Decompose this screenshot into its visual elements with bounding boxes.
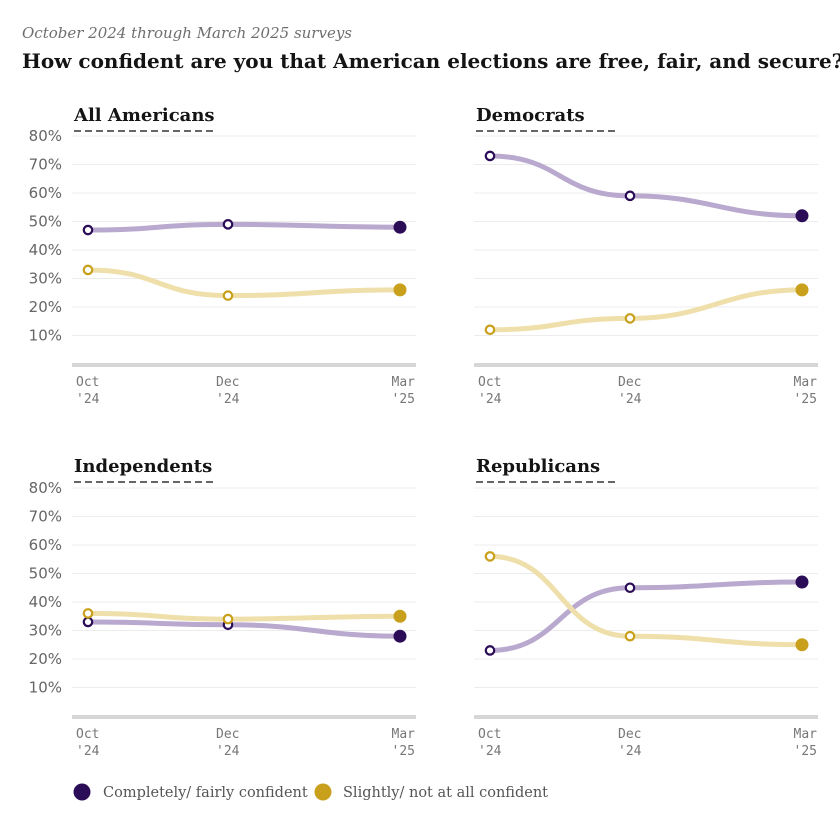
data-point-not-confident	[624, 630, 636, 642]
data-point-not-confident	[393, 283, 407, 297]
chart-panel: 80% 70% 60% 50% 40% 30% 20% 10% Oct '24 Dec '24 Mar '…	[29, 105, 416, 407]
y-tick-label: 10%	[29, 679, 62, 697]
data-point-confident	[82, 224, 94, 236]
y-tick-label: 70%	[29, 156, 62, 174]
chart-title: How confident are you that American elec…	[22, 49, 840, 73]
chart-panels: 80% 70% 60% 50% 40% 30% 20% 10% Oct '24 Dec '24 Mar '…	[29, 105, 818, 759]
y-tick-label: 70%	[29, 508, 62, 526]
x-tick-label: Mar	[794, 727, 818, 742]
series-line-not-confident	[85, 267, 403, 299]
x-tick-label: '24	[76, 392, 100, 407]
x-tick-label: '24	[618, 392, 642, 407]
x-tick-label: '24	[478, 392, 502, 407]
chart-panel: 80% 70% 60% 50% 40% 30% 20% 10% Oct '24 Dec '24 Mar '…	[29, 456, 416, 759]
y-tick-label: 80%	[29, 479, 62, 497]
x-tick-label: Mar	[392, 727, 416, 742]
x-tick-label: Dec	[216, 375, 239, 390]
y-tick-label: 20%	[29, 298, 62, 316]
x-tick-label: '25	[392, 744, 415, 759]
data-point-not-confident	[222, 613, 234, 625]
panel-title: Republicans	[476, 456, 600, 477]
y-tick-label: 20%	[29, 650, 62, 668]
y-tick-label: 40%	[29, 241, 62, 259]
data-point-not-confident	[624, 313, 636, 324]
x-tick-label: Oct	[478, 375, 501, 390]
x-tick-label: '24	[478, 744, 502, 759]
panel-title: Independents	[74, 456, 212, 477]
x-tick-label: '24	[216, 392, 240, 407]
x-tick-label: Mar	[392, 375, 416, 390]
data-point-not-confident	[795, 638, 809, 652]
data-point-confident	[484, 645, 496, 656]
legend-label: Completely/ fairly confident	[103, 785, 308, 801]
x-tick-label: '25	[794, 744, 817, 759]
x-tick-label: Dec	[618, 727, 641, 742]
x-tick-label: '25	[794, 392, 817, 407]
x-tick-label: '24	[618, 744, 642, 759]
data-point-not-confident	[795, 283, 809, 297]
legend-item: Slightly/ not at all confident	[314, 783, 548, 801]
data-point-confident	[484, 150, 496, 162]
data-point-not-confident	[484, 324, 496, 336]
chart-subtitle: October 2024 through March 2025 surveys	[22, 24, 352, 42]
panel-title: All Americans	[73, 105, 215, 126]
data-point-not-confident	[222, 290, 234, 301]
x-tick-label: Dec	[618, 375, 641, 390]
legend: Completely/ fairly confident Slightly/ no…	[73, 783, 548, 801]
series-line-confident	[487, 579, 805, 653]
x-tick-label: Dec	[216, 727, 239, 742]
series-line-confident	[85, 221, 403, 233]
y-tick-label: 60%	[29, 184, 62, 202]
x-tick-label: Oct	[76, 727, 99, 742]
data-point-confident	[624, 190, 636, 202]
data-point-confident	[795, 209, 809, 223]
data-point-confident	[82, 616, 94, 628]
y-tick-label: 30%	[29, 622, 62, 640]
y-tick-label: 80%	[29, 127, 62, 145]
x-tick-label: Mar	[794, 375, 818, 390]
y-tick-label: 40%	[29, 593, 62, 611]
x-tick-label: '24	[216, 744, 240, 759]
x-tick-label: '25	[392, 392, 415, 407]
data-point-not-confident	[82, 608, 94, 619]
series-line-confident	[85, 619, 403, 639]
panel-title: Democrats	[476, 105, 585, 126]
series-line-not-confident	[487, 287, 805, 333]
y-tick-label: 50%	[29, 213, 62, 231]
data-point-not-confident	[484, 551, 496, 562]
data-point-not-confident	[82, 264, 94, 276]
legend-swatch	[314, 783, 332, 801]
legend-item: Completely/ fairly confident	[73, 783, 308, 801]
data-point-confident	[222, 219, 234, 230]
series-line-not-confident	[85, 610, 403, 622]
data-point-confident	[795, 575, 809, 589]
data-point-not-confident	[393, 609, 407, 623]
data-point-confident	[624, 582, 636, 594]
legend-label: Slightly/ not at all confident	[343, 785, 548, 801]
x-tick-label: Oct	[478, 727, 501, 742]
data-point-confident	[393, 220, 407, 234]
series-line-not-confident	[487, 553, 805, 648]
y-tick-label: 30%	[29, 270, 62, 288]
y-tick-label: 50%	[29, 565, 62, 583]
chart-panel: Oct '24 Dec '24 Mar '25 Democrats	[474, 105, 818, 407]
data-point-confident	[393, 629, 407, 643]
chart-panel: Oct '24 Dec '24 Mar '25 Republicans	[474, 456, 818, 759]
y-tick-label: 10%	[29, 327, 62, 345]
legend-swatch	[73, 783, 91, 801]
y-tick-label: 60%	[29, 536, 62, 554]
x-tick-label: '24	[76, 744, 100, 759]
x-tick-label: Oct	[76, 375, 99, 390]
